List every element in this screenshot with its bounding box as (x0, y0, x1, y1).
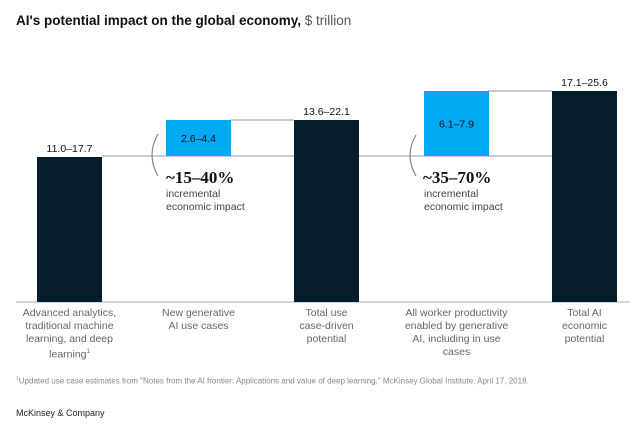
annotation-text-1-line2: economic impact (166, 201, 245, 213)
data-label-3: 13.6–22.1 (303, 106, 350, 118)
category-label-5: Total AI economic potential (525, 307, 640, 346)
title-text: AI's potential impact on the global econ… (16, 13, 301, 28)
data-label-2: 2.6–4.4 (181, 133, 216, 145)
category-label-line: cases (442, 346, 471, 358)
bracket-1 (151, 133, 159, 177)
footnote-text: Updated use case estimates from "Notes f… (18, 376, 529, 386)
category-label-line: economic (562, 320, 607, 332)
annotation-text-1: incremental economic impact (166, 188, 245, 214)
annotation-text-2-line1: incremental (424, 188, 479, 200)
bracket-2 (409, 134, 417, 177)
category-label-line: Advanced analytics, (22, 307, 117, 319)
category-label-line: New generative (162, 307, 235, 319)
category-label-line: learning, and deep (26, 333, 113, 345)
footnote-marker: 1 (16, 376, 19, 382)
category-label-3: Total use case-driven potential (267, 307, 387, 346)
bar-4 (424, 91, 489, 156)
data-label-5: 17.1–25.6 (561, 77, 608, 89)
category-label-line: traditional machine (25, 320, 114, 332)
category-label-2: New generative AI use cases (139, 307, 259, 333)
chart-title: AI's potential impact on the global econ… (16, 13, 351, 28)
category-label-line: Total AI (567, 307, 602, 319)
category-label-4: All worker productivity enabled by genera… (397, 307, 517, 359)
category-label-line: enabled by generative (404, 320, 509, 332)
category-label-line: learning1 (49, 348, 90, 361)
category-label-line: potential (306, 333, 347, 345)
title-unit: $ trillion (301, 13, 352, 28)
category-label-line: AI, including in use (412, 333, 501, 345)
annotation-value-1: ~15–40% (166, 168, 235, 187)
category-label-line: potential (564, 333, 605, 345)
category-label-line: AI use cases (168, 320, 229, 332)
bar-3 (294, 120, 359, 302)
data-label-4: 6.1–7.9 (439, 119, 474, 131)
bar-1 (37, 157, 102, 302)
footnote: 1Updated use case estimates from "Notes … (16, 376, 529, 386)
bar-2 (166, 120, 231, 156)
footnote-marker: 1 (86, 349, 90, 355)
data-label-1: 11.0–17.7 (47, 143, 93, 155)
category-label-1: Advanced analytics, traditional machine le… (10, 307, 130, 362)
annotation-text-1-line1: incremental (166, 188, 221, 200)
brand-logo-text: McKinsey & Company (16, 408, 105, 418)
annotation-value-2: ~35–70% (423, 168, 492, 187)
bar-5 (552, 91, 617, 302)
category-label-line: case-driven (299, 320, 354, 332)
category-label-line: All worker productivity (405, 307, 508, 319)
annotation-text-2-line2: economic impact (424, 201, 503, 213)
annotation-text-2: incremental economic impact (424, 188, 503, 214)
category-label-line: Total use (305, 307, 348, 319)
